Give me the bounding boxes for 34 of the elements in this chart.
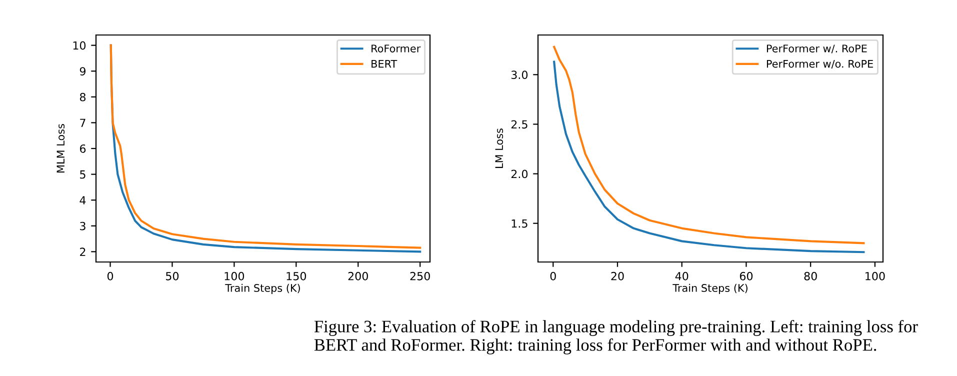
caption: Figure 3: Evaluation of RoPE in language modeling pre-training. Left: training loss for BERT and RoFormer. Right: training loss for PerFormer with and without RoPE.	[314, 320, 918, 354]
x-axis-title: Train Steps (K)	[672, 284, 748, 294]
y-tick-label: 2.0	[511, 170, 528, 178]
legend-label: RoFormer	[372, 44, 421, 52]
y-tick-label: 6	[80, 144, 86, 153]
legend-label: BERT	[372, 60, 398, 68]
y-tick-label: 1.5	[512, 219, 528, 228]
x-tick-label: 0	[550, 272, 556, 280]
y-tick-label: 3	[80, 222, 86, 230]
x-tick-label: 40	[675, 272, 688, 280]
y-tick-label: 8	[80, 92, 86, 102]
y-tick-label: 2	[80, 248, 86, 256]
x-tick-label: 80	[804, 272, 817, 280]
legend-label: PerFormer w/o. RoPE	[766, 60, 873, 69]
y-axis-title: LM Loss	[495, 128, 504, 168]
y-axis-title: MLM Loss	[56, 124, 65, 172]
y-tick-label: 7	[80, 118, 86, 127]
y-tick-label: 4	[80, 196, 86, 204]
y-tick-label: 3.0	[511, 70, 528, 80]
x-tick-label: 250	[410, 272, 430, 280]
x-tick-label: 0	[107, 272, 114, 280]
legend-label: PerFormer w/. RoPE	[766, 44, 867, 54]
x-tick-label: 50	[166, 272, 179, 280]
x-tick-label: 100	[866, 272, 885, 280]
x-tick-label: 200	[348, 272, 368, 280]
x-axis-title: Train Steps (K)	[225, 284, 300, 294]
x-tick-label: 20	[611, 272, 624, 280]
x-tick-label: 100	[224, 272, 244, 280]
y-tick-label: 2.5	[511, 120, 528, 129]
x-tick-label: 60	[740, 272, 753, 280]
x-tick-label: 150	[286, 272, 306, 280]
y-tick-label: 10	[73, 41, 86, 50]
y-tick-label: 9	[80, 67, 86, 76]
y-tick-label: 5	[80, 170, 86, 179]
